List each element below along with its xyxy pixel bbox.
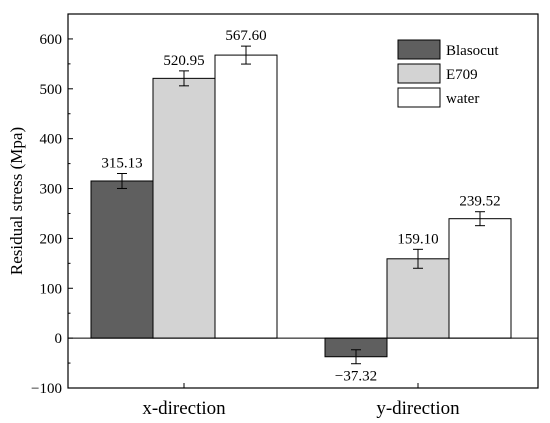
bar-e709-y-direction <box>386 258 450 339</box>
data-label: 239.52 <box>459 194 500 210</box>
data-label: −37.32 <box>335 369 377 385</box>
legend: Blasocut E709 water <box>397 39 499 108</box>
legend-label: E709 <box>446 67 478 83</box>
bar-blasocut-x-direction <box>90 180 154 339</box>
plot-frame <box>67 13 539 389</box>
bar-water-x-direction <box>214 54 278 339</box>
y-tick-label: 600 <box>40 32 63 48</box>
y-axis-title: Residual stress (Mpa) <box>7 127 26 275</box>
y-tick-label: 500 <box>40 82 63 98</box>
y-tick-label: −100 <box>31 381 62 397</box>
y-tick-label: 200 <box>40 231 63 247</box>
data-label: 567.60 <box>225 28 266 44</box>
data-label: 520.95 <box>163 53 204 69</box>
data-label: 159.10 <box>397 231 438 247</box>
y-tick-label: 400 <box>40 132 63 148</box>
legend-swatch-water <box>397 87 441 108</box>
x-axis: x-direction y-direction <box>142 383 460 419</box>
y-tick-label: 300 <box>40 182 63 198</box>
y-tick-label: 0 <box>55 331 63 347</box>
y-axis: −100 0 100 200 300 400 500 600 <box>31 13 73 397</box>
x-tick-label: x-direction <box>142 398 226 419</box>
legend-swatch-e709 <box>397 63 441 84</box>
bar-water-y-direction <box>448 218 512 339</box>
legend-label: water <box>446 91 479 107</box>
bar-e709-x-direction <box>152 77 216 339</box>
data-labels-layer: 315.13 520.95 567.60 −37.32 159.10 239.52 <box>101 28 500 385</box>
legend-label: Blasocut <box>446 43 499 59</box>
legend-swatch-blasocut <box>397 39 441 60</box>
error-bars-layer <box>117 45 485 365</box>
x-tick-label: y-direction <box>376 398 460 419</box>
y-tick-label: 100 <box>40 281 63 297</box>
data-label: 315.13 <box>101 156 142 172</box>
